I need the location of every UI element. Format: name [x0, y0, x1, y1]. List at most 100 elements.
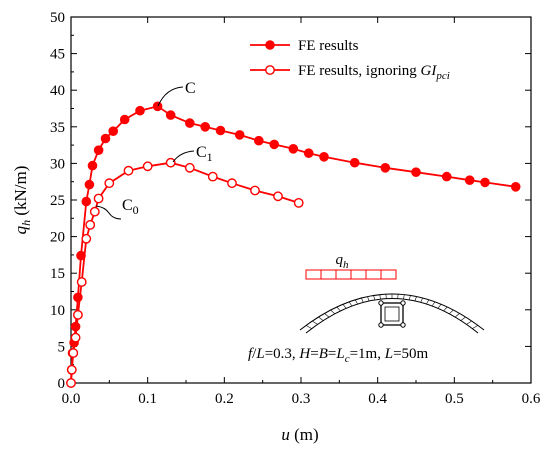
legend-label-fe-text: FE results	[298, 38, 359, 54]
y-tick-label: 10	[50, 303, 65, 319]
annotation-leader-c1	[173, 151, 194, 162]
x-axis-title-unit: (m)	[290, 425, 319, 444]
x-tick-label: 0.6	[522, 391, 541, 407]
data-point	[144, 162, 152, 170]
data-point	[101, 134, 109, 142]
data-point	[69, 349, 77, 357]
arch-hatch-line	[455, 313, 459, 317]
data-point	[105, 179, 113, 187]
data-point	[216, 126, 224, 134]
arch-hatch-line	[337, 307, 341, 311]
y-tick-label: 20	[50, 230, 65, 246]
y-tick-label: 25	[50, 193, 65, 209]
data-point	[251, 186, 259, 194]
data-point	[274, 192, 282, 200]
data-point	[94, 194, 102, 202]
caption-B: B	[319, 346, 328, 362]
inset-arch-hatch	[306, 294, 478, 329]
x-tick-label: 0.2	[215, 391, 234, 407]
arch-hatch-line	[467, 321, 472, 324]
inset-load-boxes	[306, 270, 396, 279]
arch-hatch-line	[331, 310, 335, 314]
data-point	[136, 107, 144, 115]
caption-L1: L	[255, 346, 264, 362]
annotation-leader-c0	[96, 206, 121, 219]
caption-eq3: =	[328, 346, 336, 362]
data-point	[443, 172, 451, 180]
data-point	[295, 199, 303, 207]
annotation-c0-label: C	[122, 197, 133, 214]
data-point	[209, 172, 217, 180]
legend-marker-ignore	[266, 66, 274, 74]
data-point	[82, 235, 90, 243]
legend-marker-fe	[266, 41, 274, 49]
legend-label-fe: FE results	[298, 38, 359, 54]
y-axis-title: qh (kN/m)	[11, 166, 33, 235]
inset-load-label-sub: h	[343, 259, 349, 271]
arch-hatch-line	[444, 307, 448, 311]
data-point	[381, 164, 389, 172]
data-point	[68, 366, 76, 374]
data-point	[351, 159, 359, 167]
annotation-c0: C0	[122, 197, 139, 217]
x-tick-label: 0.4	[368, 391, 387, 407]
arch-hatch-line	[421, 298, 423, 302]
load-box	[336, 270, 351, 279]
data-point	[85, 180, 93, 188]
data-point	[91, 208, 99, 216]
data-point	[481, 178, 489, 186]
y-tick-label: 0	[58, 376, 66, 392]
inset-section-inner	[385, 307, 399, 321]
caption-eq5: =50m	[393, 346, 428, 362]
inset-section-node	[401, 323, 405, 327]
caption-Lc: L	[335, 346, 344, 362]
annotation-leader-c	[158, 87, 183, 106]
annotation-c1-label: C	[196, 144, 207, 161]
arch-hatch-line	[409, 295, 410, 300]
data-point	[153, 102, 161, 110]
arch-hatch-line	[426, 300, 428, 304]
data-point	[305, 149, 313, 157]
data-point	[124, 167, 132, 175]
caption-eq4: =1m,	[350, 346, 385, 362]
y-tick-label: 45	[50, 47, 65, 63]
data-point	[167, 159, 175, 167]
y-tick-label: 35	[50, 120, 65, 136]
inset-load-label: qh	[336, 252, 350, 271]
arch-hatch-line	[318, 317, 323, 321]
load-box	[321, 270, 336, 279]
data-point	[289, 145, 297, 153]
arch-hatch-line	[343, 304, 346, 308]
x-axis-title-var: u	[281, 425, 290, 444]
data-point	[270, 140, 278, 148]
arch-hatch-line	[461, 317, 466, 321]
arch-hatch-line	[438, 304, 441, 308]
series-layer	[67, 102, 520, 387]
arch-hatch-line	[432, 302, 435, 306]
inset-section-node	[379, 323, 383, 327]
annotation-c1: C1	[196, 144, 213, 164]
inset-cross-section	[379, 301, 405, 327]
data-point	[94, 146, 102, 154]
inset-section-node	[401, 301, 405, 305]
x-tick-label: 0.3	[292, 391, 311, 407]
annotation-c0-sub: 0	[133, 203, 139, 217]
arch-hatch-line	[325, 313, 329, 317]
data-point	[86, 221, 94, 229]
inset-caption: f/L=0.3, H=B=Lc=1m, L=50m	[248, 346, 429, 365]
arch-hatch-line	[415, 297, 417, 301]
arch-hatch-line	[368, 297, 370, 301]
x-axis-title: u (m)	[281, 425, 318, 444]
annotation-c-label: C	[185, 80, 196, 97]
data-point	[228, 179, 236, 187]
load-box	[306, 270, 321, 279]
data-point	[88, 161, 96, 169]
data-point	[167, 111, 175, 119]
arch-hatch-line	[380, 295, 381, 300]
caption-eq1: =0.3,	[265, 346, 300, 362]
data-point	[121, 115, 129, 123]
annotation-c1-sub: 1	[207, 150, 213, 164]
legend-label-ignore-text: FE results, ignoring	[298, 63, 421, 79]
